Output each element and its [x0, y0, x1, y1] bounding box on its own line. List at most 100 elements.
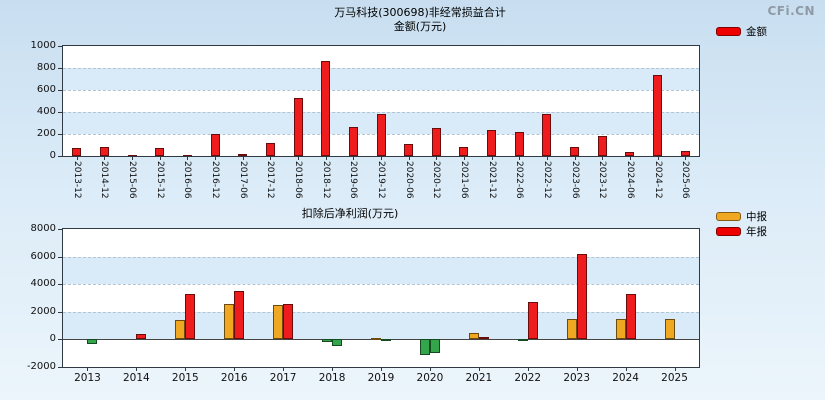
legend-item-金额: 金额 [716, 24, 767, 39]
chart-bar-中报-2019 [371, 338, 381, 341]
top-chart-title: 万马科技(300698)非经常损益合计 [334, 6, 506, 19]
x-tick-mark [132, 157, 134, 160]
x-tick-label: 2013-12 [71, 161, 82, 199]
x-tick-label: 2016-12 [210, 161, 221, 199]
chart-bar-年报-2015 [185, 293, 196, 340]
chart-bar-金额-2024-06 [625, 152, 635, 156]
x-tick-mark [576, 368, 578, 371]
x-tick-label: 2019-12 [376, 161, 386, 199]
x-tick-mark [104, 157, 106, 160]
chart-bar-金额-2017-12 [265, 142, 275, 156]
y-tick-mark [58, 284, 62, 286]
plot-band [63, 90, 699, 112]
y-tick-label: 8000 [30, 223, 56, 234]
x-tick-mark [625, 368, 627, 371]
chart-bar-金额-2018-06 [293, 97, 303, 156]
x-tick-mark [381, 157, 382, 160]
plot-band [63, 229, 699, 257]
y-tick-mark [58, 311, 62, 313]
chart-bar-金额-2023-06 [570, 146, 580, 156]
chart-bar-中报-2021 [468, 332, 479, 340]
chart-bar-金额-2018-12 [321, 61, 331, 156]
y-tick-mark [58, 90, 62, 91]
x-tick-mark [234, 368, 236, 371]
x-tick-mark [629, 157, 631, 160]
top-chart-subtitle: 金额(万元) [393, 20, 447, 33]
x-tick-mark [136, 368, 138, 371]
chart-bar-年报-2016 [234, 291, 245, 340]
x-tick-label: 2023 [563, 372, 591, 384]
x-tick-mark [242, 157, 244, 160]
y-tick-mark [58, 134, 62, 135]
x-tick-label: 2018-06 [293, 161, 304, 199]
x-tick-mark [325, 157, 327, 160]
chart-bar-年报-2019 [381, 339, 391, 342]
x-tick-label: 2016-06 [182, 161, 193, 199]
x-tick-label: 2021-06 [458, 161, 469, 199]
legend-swatch [716, 227, 741, 236]
legend-swatch [716, 212, 741, 221]
chart-bar-金额-2014-12 [99, 146, 109, 156]
y-tick-label: 200 [36, 128, 56, 139]
chart-bar-年报-2018 [332, 339, 343, 347]
gridline [63, 68, 699, 69]
y-tick-mark [58, 156, 62, 157]
chart-bar-金额-2021-06 [459, 147, 469, 156]
x-tick-mark [478, 368, 480, 371]
chart-bar-金额-2016-06 [182, 154, 192, 156]
chart-bar-年报-2017 [283, 303, 294, 340]
x-tick-label: 2025-06 [680, 161, 691, 199]
x-tick-mark [519, 157, 521, 160]
x-tick-label: 2022-12 [541, 161, 552, 199]
legend-label: 金额 [746, 26, 767, 38]
chart-bar-中报-2017 [273, 304, 284, 340]
chart-bar-金额-2015-12 [155, 148, 165, 156]
x-tick-mark [381, 368, 382, 371]
x-tick-mark [87, 368, 89, 371]
x-tick-mark [185, 368, 187, 371]
y-tick-label: 6000 [30, 250, 56, 262]
x-tick-label: 2023-12 [597, 161, 608, 199]
chart-bar-中报-2015 [175, 320, 186, 340]
x-tick-label: 2014-12 [99, 161, 110, 199]
gridline [63, 90, 699, 91]
legend-label: 年报 [746, 226, 767, 238]
x-tick-mark [187, 157, 189, 160]
plot-band [63, 68, 699, 90]
x-tick-label: 2024-12 [652, 161, 663, 199]
x-tick-label: 2015-06 [127, 161, 138, 199]
legend-label: 中报 [746, 211, 767, 223]
chart-bar-金额-2020-06 [404, 143, 414, 156]
x-tick-label: 2022-06 [514, 161, 525, 199]
x-tick-mark [159, 157, 161, 160]
chart-bar-金额-2020-12 [431, 127, 441, 156]
chart-bar-金额-2024-12 [653, 74, 663, 156]
x-tick-mark [674, 368, 676, 371]
y-tick-label: 800 [36, 62, 56, 73]
x-tick-mark [546, 157, 548, 160]
y-tick-mark [58, 367, 62, 368]
x-tick-mark [270, 157, 272, 160]
chart-bar-中报-2022 [517, 339, 528, 342]
gridline [63, 112, 699, 113]
x-tick-label: 2017 [269, 372, 297, 384]
x-tick-mark [463, 157, 465, 160]
x-tick-label: 2015 [171, 372, 199, 384]
x-tick-mark [685, 157, 687, 160]
y-tick-mark [58, 256, 62, 258]
chart-bar-年报-2013 [87, 339, 98, 344]
chart-bar-中报-2020 [419, 339, 430, 355]
chart-bar-金额-2019-12 [376, 114, 386, 156]
chart-bar-年报-2020 [429, 339, 440, 353]
chart-bar-金额-2025-06 [680, 150, 690, 156]
y-tick-label: 2000 [30, 305, 56, 317]
y-tick-label: 400 [36, 106, 56, 117]
gridline [63, 256, 699, 258]
top-chart-legend: 金额 [716, 24, 767, 39]
chart-bar-金额-2016-12 [210, 134, 220, 156]
y-tick-label: 0 [49, 333, 56, 345]
y-tick-mark [58, 46, 62, 47]
chart-bar-金额-2022-06 [514, 132, 524, 156]
x-tick-label: 2017-06 [237, 161, 248, 199]
x-tick-mark [353, 157, 355, 160]
